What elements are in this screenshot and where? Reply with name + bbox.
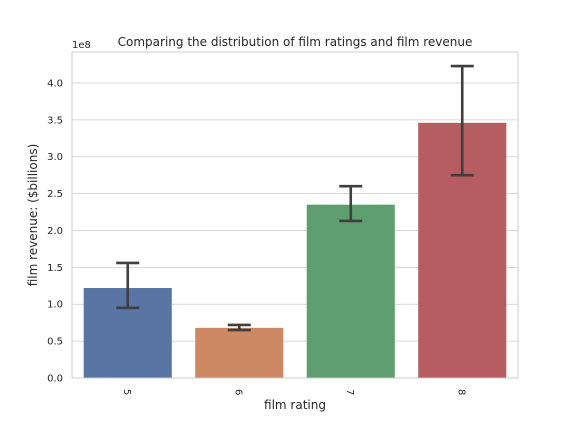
- y-tick-label: 3.0: [47, 152, 63, 163]
- y-tick-label: 1.0: [47, 300, 63, 311]
- y-axis-offset-label: 1e8: [72, 40, 91, 51]
- error-bar-5: [116, 261, 140, 310]
- y-tick-label: 0.5: [47, 337, 63, 348]
- bar-7: [306, 204, 395, 378]
- chart-title: Comparing the distribution of film ratin…: [118, 35, 473, 49]
- error-bar-7: [339, 184, 363, 223]
- y-tick-label: 4.0: [47, 78, 63, 89]
- error-bar-6: [227, 323, 251, 332]
- y-tick-labels: 0.0 0.5 1.0 1.5 2.0 2.5 3.0 3.5 4.0: [47, 78, 63, 384]
- bars: [83, 122, 507, 379]
- x-tick-label: 6: [232, 389, 243, 395]
- bar-6: [195, 327, 284, 378]
- error-bars: [116, 64, 474, 332]
- y-tick-label: 2.5: [47, 189, 63, 200]
- y-tick-label: 2.0: [47, 226, 63, 237]
- x-tick-label: 5: [121, 389, 132, 395]
- y-tick-label: 3.5: [47, 115, 63, 126]
- x-axis-label: film rating: [264, 398, 326, 412]
- x-tick-labels: 5 6 7 8: [121, 389, 467, 395]
- x-tick-label: 8: [455, 389, 466, 395]
- y-tick-label: 0.0: [47, 374, 63, 385]
- plot-frame: [71, 51, 519, 379]
- x-tick-label: 7: [344, 389, 355, 395]
- y-tick-label: 1.5: [47, 263, 63, 274]
- error-bar-8: [450, 64, 474, 177]
- y-axis-label: film revenue: ($billions): [26, 144, 40, 287]
